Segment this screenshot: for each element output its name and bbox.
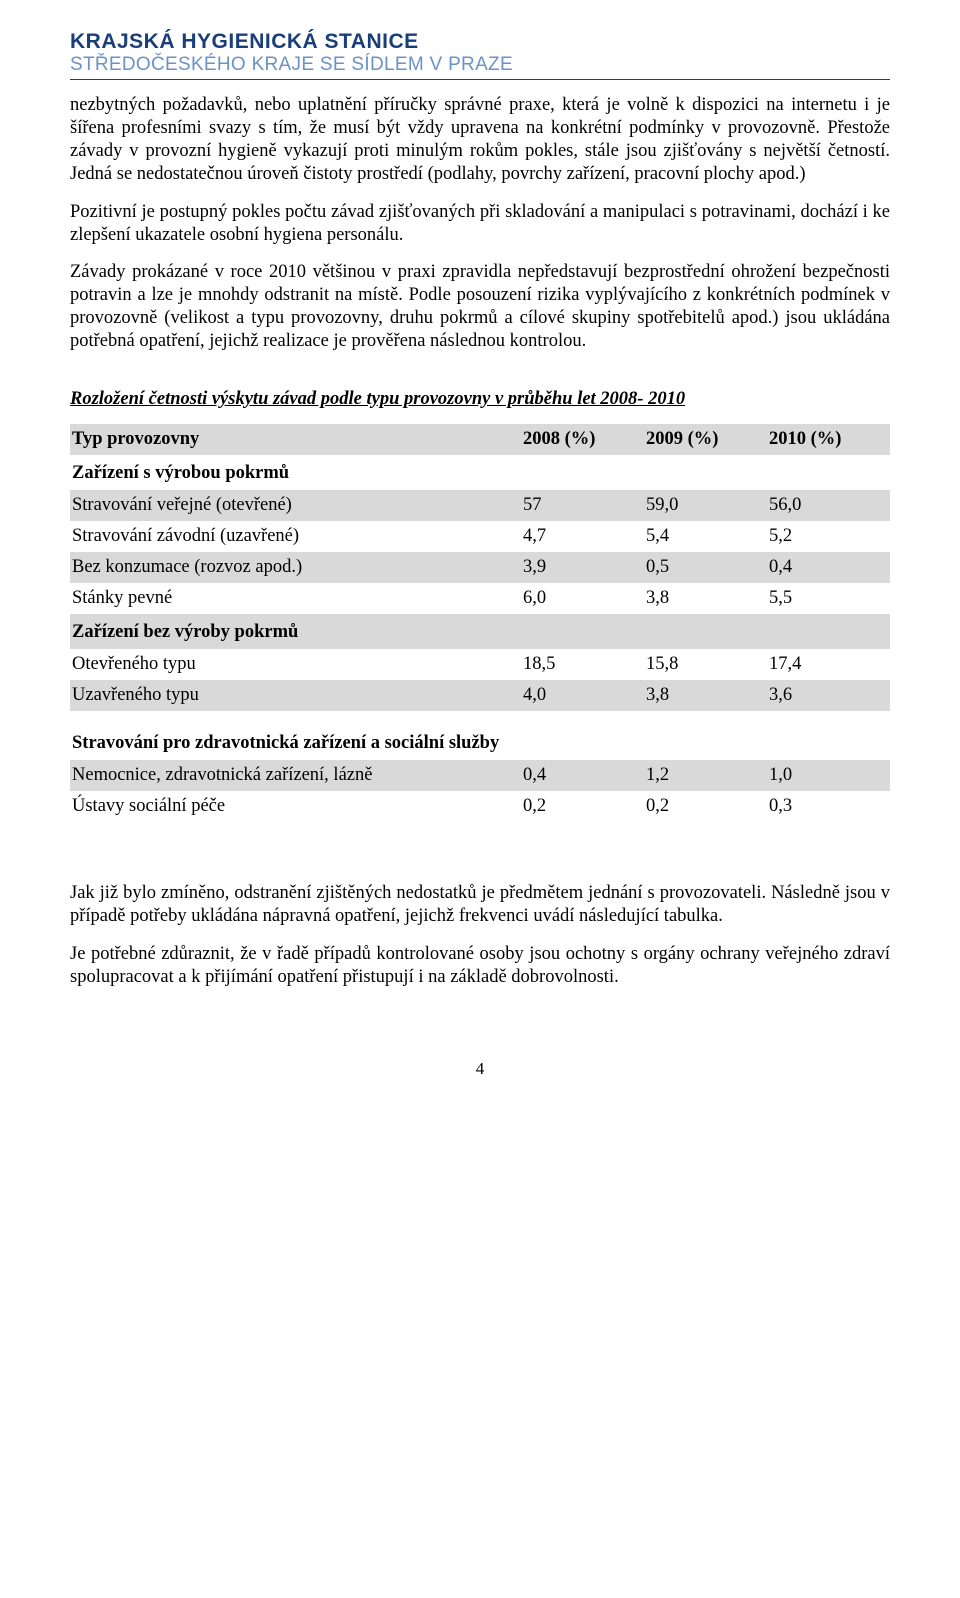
header-divider (70, 79, 890, 80)
defects-table: Typ provozovny 2008 (%) 2009 (%) 2010 (%… (70, 424, 890, 822)
header-logo: KRAJSKÁ HYGIENICKÁ STANICE STŘEDOČESKÉHO… (70, 30, 890, 80)
category-label: Zařízení bez výroby pokrmů (70, 614, 890, 649)
page-number: 4 (70, 1059, 890, 1079)
cell-2008: 0,4 (521, 760, 644, 791)
paragraph-2: Pozitivní je postupný pokles počtu závad… (70, 201, 890, 247)
paragraph-3: Závady prokázané v roce 2010 většinou v … (70, 261, 890, 354)
cell-2010: 5,2 (767, 521, 890, 552)
cell-2010: 1,0 (767, 760, 890, 791)
cell-2009: 0,5 (644, 552, 767, 583)
cell-2008: 4,7 (521, 521, 644, 552)
cell-2010: 3,6 (767, 680, 890, 711)
cell-type: Otevřeného typu (70, 649, 521, 680)
cell-type: Stravování závodní (uzavřené) (70, 521, 521, 552)
th-2009: 2009 (%) (644, 424, 767, 455)
category-label: Stravování pro zdravotnická zařízení a s… (70, 711, 890, 760)
cell-2008: 4,0 (521, 680, 644, 711)
cell-2010: 0,3 (767, 791, 890, 822)
cell-2008: 0,2 (521, 791, 644, 822)
logo-subtitle: STŘEDOČESKÉHO KRAJE SE SÍDLEM V PRAZE (70, 54, 890, 76)
table-category-row: Zařízení bez výroby pokrmů (70, 614, 890, 649)
cell-2009: 1,2 (644, 760, 767, 791)
table-row: Stravování závodní (uzavřené) 4,7 5,4 5,… (70, 521, 890, 552)
cell-2009: 3,8 (644, 583, 767, 614)
paragraph-5: Je potřebné zdůraznit, že v řadě případů… (70, 943, 890, 989)
cell-2008: 18,5 (521, 649, 644, 680)
table-category-row: Stravování pro zdravotnická zařízení a s… (70, 711, 890, 760)
table-category-row: Zařízení s výrobou pokrmů (70, 455, 890, 490)
cell-type: Stravování veřejné (otevřené) (70, 490, 521, 521)
th-type: Typ provozovny (70, 424, 521, 455)
table-row: Otevřeného typu 18,5 15,8 17,4 (70, 649, 890, 680)
logo-title: KRAJSKÁ HYGIENICKÁ STANICE (70, 30, 890, 54)
cell-type: Uzavřeného typu (70, 680, 521, 711)
cell-2010: 5,5 (767, 583, 890, 614)
table-row: Ústavy sociální péče 0,2 0,2 0,3 (70, 791, 890, 822)
cell-2010: 17,4 (767, 649, 890, 680)
section-title: Rozložení četnosti výskytu závad podle t… (70, 389, 890, 410)
table-row: Stánky pevné 6,0 3,8 5,5 (70, 583, 890, 614)
cell-2008: 3,9 (521, 552, 644, 583)
cell-2009: 59,0 (644, 490, 767, 521)
cell-2008: 57 (521, 490, 644, 521)
cell-type: Bez konzumace (rozvoz apod.) (70, 552, 521, 583)
cell-2009: 15,8 (644, 649, 767, 680)
cell-type: Ústavy sociální péče (70, 791, 521, 822)
table-header-row: Typ provozovny 2008 (%) 2009 (%) 2010 (%… (70, 424, 890, 455)
cell-2010: 56,0 (767, 490, 890, 521)
paragraph-1: nezbytných požadavků, nebo uplatnění pří… (70, 94, 890, 187)
cell-2009: 5,4 (644, 521, 767, 552)
th-2010: 2010 (%) (767, 424, 890, 455)
table-row: Uzavřeného typu 4,0 3,8 3,6 (70, 680, 890, 711)
table-row: Nemocnice, zdravotnická zařízení, lázně … (70, 760, 890, 791)
cell-2009: 0,2 (644, 791, 767, 822)
th-2008: 2008 (%) (521, 424, 644, 455)
cell-type: Nemocnice, zdravotnická zařízení, lázně (70, 760, 521, 791)
table-row: Stravování veřejné (otevřené) 57 59,0 56… (70, 490, 890, 521)
cell-2009: 3,8 (644, 680, 767, 711)
cell-2010: 0,4 (767, 552, 890, 583)
cell-type: Stánky pevné (70, 583, 521, 614)
table-row: Bez konzumace (rozvoz apod.) 3,9 0,5 0,4 (70, 552, 890, 583)
paragraph-4: Jak již bylo zmíněno, odstranění zjištěn… (70, 882, 890, 928)
category-label: Zařízení s výrobou pokrmů (70, 455, 890, 490)
cell-2008: 6,0 (521, 583, 644, 614)
